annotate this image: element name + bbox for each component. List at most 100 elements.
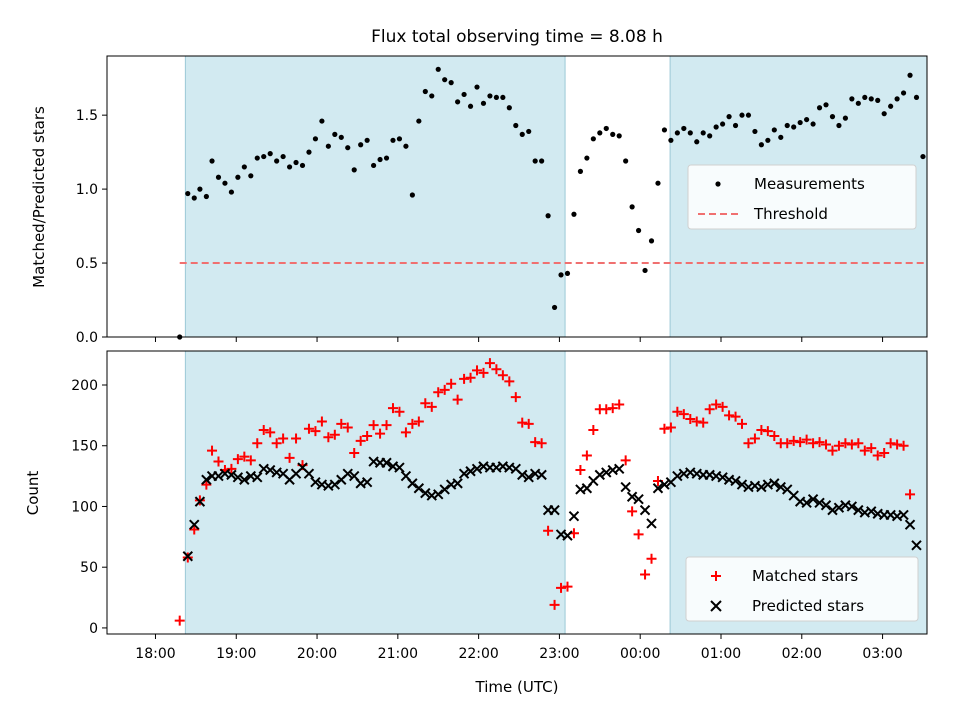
matched-stars-point <box>426 401 437 412</box>
measurement-point <box>493 94 499 101</box>
matched-stars-point <box>226 463 237 474</box>
measurement-point <box>603 125 609 132</box>
legend-label: Threshold <box>753 205 828 223</box>
x-tick-label: 00:00 <box>620 646 660 662</box>
predicted-stars-point <box>439 484 450 495</box>
measurement-point <box>280 153 286 160</box>
measurement-point <box>409 192 415 198</box>
measurement-point <box>351 167 357 173</box>
measurement-point <box>577 168 584 174</box>
predicted-stars-point <box>626 491 638 502</box>
matched-stars-point <box>795 437 806 448</box>
measurement-point <box>396 136 403 142</box>
measurement-point <box>228 189 235 195</box>
matched-stars-point <box>659 423 670 434</box>
predicted-stars-point <box>523 472 534 483</box>
measurement-point <box>616 133 622 139</box>
measurement-point <box>526 128 532 135</box>
top-y-tick-label: 0.0 <box>76 330 98 346</box>
measurement-point <box>726 114 732 120</box>
measurement-point <box>888 103 894 109</box>
matched-stars-point <box>827 445 838 456</box>
matched-stars-point <box>271 438 282 449</box>
matched-stars-point <box>213 456 224 467</box>
top-y-tick-label: 0.5 <box>76 256 98 272</box>
matched-stars-point <box>465 372 476 383</box>
matched-stars-point <box>504 376 515 387</box>
matched-stars-point <box>472 365 483 376</box>
predicted-stars-point <box>672 470 683 482</box>
predicted-stars-point <box>807 493 819 505</box>
bottom-y-tick-label: 100 <box>71 499 98 515</box>
matched-stars-point <box>316 416 327 427</box>
predicted-stars-point <box>465 466 476 477</box>
matched-stars-point <box>329 429 340 440</box>
legend-label: Matched stars <box>752 567 858 585</box>
x-tick-label: 03:00 <box>862 646 902 662</box>
predicted-stars-point <box>866 506 877 517</box>
matched-stars-point <box>646 553 657 564</box>
matched-stars-point <box>885 438 896 449</box>
matched-stars-point <box>879 448 890 459</box>
matched-stars-point <box>245 455 256 466</box>
predicted-stars-point <box>904 519 916 530</box>
bottom-y-tick-label: 200 <box>71 378 98 394</box>
measurement-point <box>267 151 273 157</box>
predicted-stars-point <box>601 467 612 478</box>
measurement-point <box>286 164 293 170</box>
bottom-y-tick-label: 50 <box>80 560 98 576</box>
bottom-shaded-interval <box>184 350 566 635</box>
matched-stars-point <box>556 582 567 593</box>
measurement-point <box>900 90 907 96</box>
predicted-stars-point <box>189 519 200 530</box>
predicted-stars-point <box>659 479 670 490</box>
matched-stars-point <box>381 420 392 431</box>
legend-label: Predicted stars <box>752 597 864 615</box>
predicted-stars-point <box>452 478 463 489</box>
measurement-point <box>332 131 338 137</box>
measurement-point <box>422 88 428 95</box>
measurement-point <box>203 193 209 200</box>
measurement-point <box>371 162 377 169</box>
predicted-stars-point <box>633 493 644 505</box>
matched-stars-point <box>252 438 263 449</box>
matched-stars-point <box>491 364 502 375</box>
x-tick-label: 18:00 <box>135 646 175 662</box>
bottom-plot-frame <box>106 350 928 635</box>
measurement-point <box>655 180 661 186</box>
matched-stars-point <box>685 414 696 425</box>
measurement-point <box>700 130 706 136</box>
matched-stars-point <box>549 599 560 610</box>
measurement-point <box>455 99 461 105</box>
measurement-point <box>758 142 764 148</box>
measurement-point <box>778 134 784 140</box>
measurement-point <box>849 96 855 102</box>
measurement-point <box>681 125 687 132</box>
measurement-point <box>907 72 913 78</box>
matched-stars-point <box>394 406 405 417</box>
measurement-point <box>739 112 745 118</box>
matched-stars-point <box>821 439 832 450</box>
predicted-stars-point <box>717 472 728 483</box>
measurement-point <box>513 122 519 129</box>
measurement-point <box>875 97 881 103</box>
measurement-point <box>222 180 228 186</box>
predicted-stars-point <box>213 470 224 482</box>
measurement-point <box>623 158 629 164</box>
top-x-tick-marks <box>154 337 884 342</box>
measurement-point <box>306 149 312 155</box>
x-tick-label: 19:00 <box>216 646 256 662</box>
measurement-point <box>377 156 383 163</box>
measurement-point <box>629 204 635 210</box>
matched-stars-point <box>691 416 702 427</box>
matched-stars-point <box>355 435 366 446</box>
measurement-point <box>241 164 247 170</box>
matched-stars-point <box>640 569 651 580</box>
predicted-stars-point <box>226 469 237 481</box>
matched-stars-point <box>614 399 625 410</box>
matched-stars-point <box>627 506 638 517</box>
matched-stars-point <box>665 422 676 433</box>
matched-stars-point <box>808 438 819 449</box>
measurement-point <box>635 227 642 234</box>
predicted-stars-point <box>303 468 315 479</box>
